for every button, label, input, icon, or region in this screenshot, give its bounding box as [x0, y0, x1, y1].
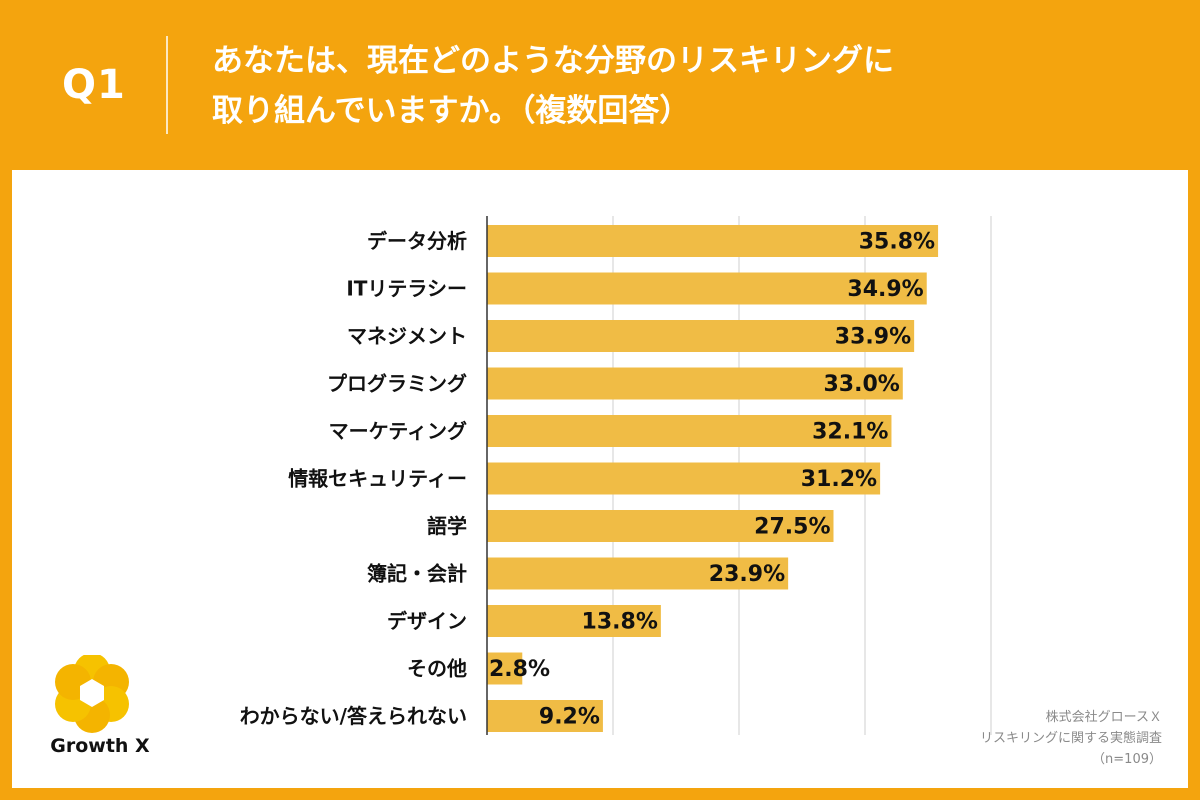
value-label-7: 23.9%	[709, 562, 785, 587]
bar-6	[487, 510, 834, 542]
value-label-9: 2.8%	[489, 657, 550, 682]
question-number: Q1	[62, 62, 126, 108]
bar-1	[487, 272, 927, 305]
bar-7	[487, 557, 789, 590]
category-label-10: わからない/答えられない	[240, 704, 467, 728]
bar-0	[487, 225, 939, 257]
source-survey: リスキリングに関する実態調査	[979, 731, 1162, 746]
logo-text: Growth X	[50, 735, 150, 757]
header: Q1 あなたは、現在どのような分野のリスキリングに 取り組んでいますか。（複数回…	[0, 0, 1200, 170]
bar-4	[487, 415, 892, 447]
value-label-2: 33.9%	[835, 325, 911, 350]
bar-5	[487, 462, 881, 495]
source-sample-size: （n=109）	[1092, 752, 1162, 767]
category-label-1: ITリテラシー	[346, 277, 467, 301]
category-label-0: データ分析	[367, 229, 467, 253]
question-title: あなたは、現在どのような分野のリスキリングに 取り組んでいますか。（複数回答）	[212, 36, 1172, 136]
category-label-5: 情報セキュリティー	[288, 467, 467, 491]
question-title-line-1: あなたは、現在どのような分野のリスキリングに	[212, 43, 894, 79]
logo-icon	[55, 653, 129, 733]
value-label-10: 9.2%	[539, 705, 600, 730]
growthx-logo: Growth X	[40, 653, 160, 765]
bar-3	[487, 367, 903, 400]
category-label-2: マネジメント	[347, 324, 467, 348]
bar-9	[487, 652, 523, 685]
category-label-3: プログラミング	[327, 372, 467, 396]
category-label-7: 簿記・会計	[367, 562, 467, 586]
category-label-9: その他	[407, 657, 467, 681]
bar-10	[487, 700, 603, 732]
bar-2	[487, 320, 915, 352]
value-label-1: 34.9%	[847, 277, 923, 302]
header-divider	[166, 36, 168, 134]
chart-panel: データ分析 35.8% ITリテラシー 34.9% マネジメント 33.9% プログラミング…	[12, 170, 1188, 788]
category-label-8: デザイン	[387, 609, 467, 633]
question-title-line-2: 取り組んでいますか。（複数回答）	[212, 93, 691, 129]
source-note: 株式会社グロースＸ リスキリングに関する実態調査 （n=109）	[902, 707, 1162, 770]
value-label-8: 13.8%	[582, 610, 658, 635]
category-label-4: マーケティング	[329, 419, 467, 443]
source-company: 株式会社グロースＸ	[1045, 710, 1162, 725]
value-label-4: 32.1%	[812, 420, 888, 445]
value-label-3: 33.0%	[823, 372, 899, 397]
category-label-6: 語学	[427, 514, 467, 538]
bar-chart: データ分析 35.8% ITリテラシー 34.9% マネジメント 33.9% プログラミング…	[240, 216, 992, 735]
value-label-6: 27.5%	[754, 515, 830, 540]
bar-8	[487, 605, 661, 637]
value-label-0: 35.8%	[859, 230, 935, 255]
value-label-5: 31.2%	[801, 467, 877, 492]
